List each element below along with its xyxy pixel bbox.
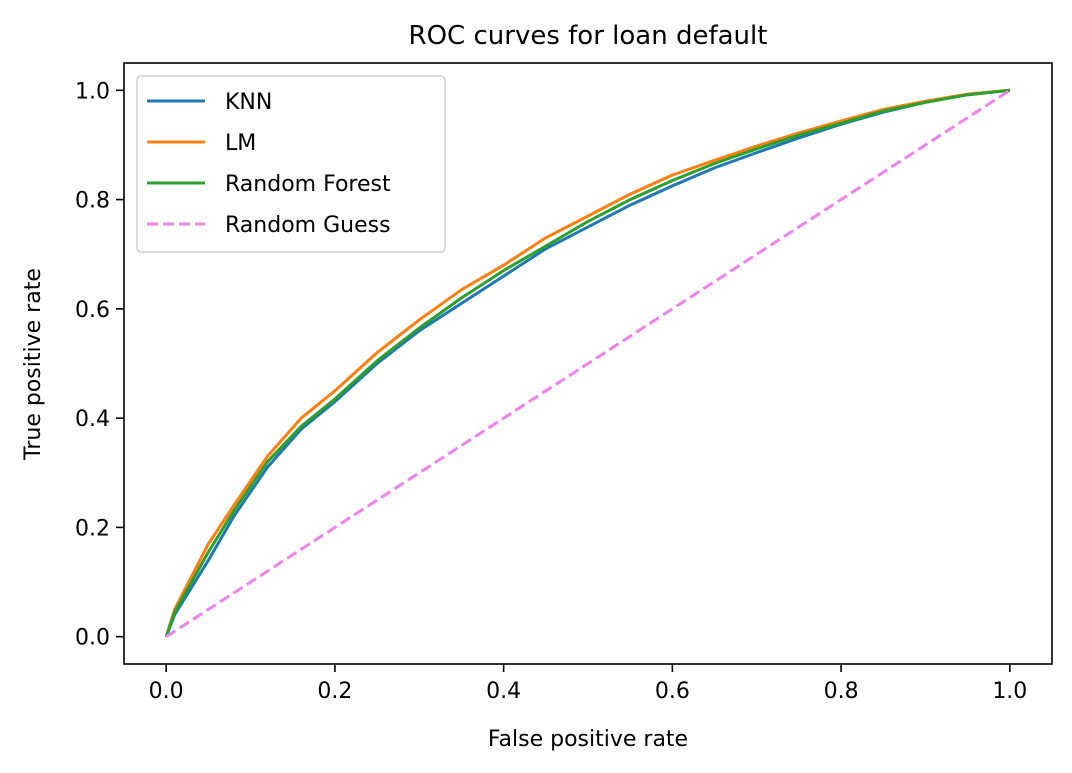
x-tick-label: 0.4 [486,679,521,704]
x-axis: 0.0 0.2 0.4 0.6 0.8 1.0 [149,664,1027,704]
y-axis: 0.0 0.2 0.4 0.6 0.8 1.0 [75,79,124,651]
x-tick-label: 0.6 [655,679,690,704]
y-tick-label: 0.0 [75,626,110,651]
y-axis-label: True positive rate [21,268,46,461]
y-tick-label: 1.0 [75,79,110,104]
plot-area [164,88,1011,638]
plot-frame [123,62,1053,665]
legend-box [136,75,446,253]
series-line-random-forest [164,88,1010,638]
y-tick-label: 0.4 [75,407,110,432]
legend-label: Random Forest [225,172,391,197]
y-tick-label: 0.2 [75,516,110,541]
chart-title: ROC curves for loan default [409,21,768,51]
series-line-lm [164,88,1010,638]
legend: KNN LM Random Forest Random Guess [136,75,446,253]
x-axis-label: False positive rate [488,727,688,752]
y-tick-label: 0.6 [75,298,110,323]
x-tick-label: 0.8 [824,679,859,704]
x-tick-label: 0.0 [149,679,184,704]
legend-label: Random Guess [225,213,391,238]
legend-label: KNN [225,90,272,115]
x-tick-label: 0.2 [317,679,352,704]
y-tick-label: 0.8 [75,189,110,214]
series-line-random-guess [165,89,1011,638]
legend-label: LM [225,131,256,156]
x-tick-label: 1.0 [992,679,1027,704]
